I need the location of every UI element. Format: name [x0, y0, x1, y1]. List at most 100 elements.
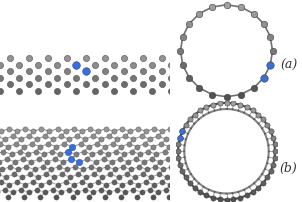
Point [144, 130, 149, 133]
Point [137, 165, 142, 168]
Point [3, 176, 8, 179]
Point [155, 191, 160, 194]
Point [10, 135, 15, 138]
Point [198, 190, 203, 194]
Point [62, 143, 67, 146]
Point [17, 77, 21, 80]
Point [197, 13, 202, 16]
Point [224, 4, 229, 7]
Point [15, 180, 20, 184]
Point [43, 191, 47, 194]
Point [100, 176, 105, 179]
Point [0, 89, 2, 93]
Point [90, 153, 95, 156]
Point [47, 130, 52, 133]
Point [72, 165, 77, 168]
Point [31, 180, 36, 184]
Point [55, 127, 60, 131]
Point [82, 150, 86, 153]
Point [86, 145, 91, 148]
Point [112, 89, 117, 93]
Point [169, 165, 174, 168]
Point [71, 183, 76, 186]
Point [93, 160, 98, 164]
Point [140, 173, 145, 176]
Point [112, 64, 117, 67]
Point [244, 106, 249, 109]
Point [56, 165, 61, 168]
Point [7, 127, 11, 131]
Point [111, 180, 116, 184]
Point [115, 138, 120, 141]
Point [32, 168, 37, 171]
Point [204, 194, 209, 197]
Point [95, 180, 100, 184]
Point [9, 153, 14, 156]
Point [99, 188, 104, 191]
Point [76, 173, 81, 176]
Point [131, 64, 136, 67]
Point [178, 50, 183, 53]
Point [36, 89, 40, 93]
Point [15, 130, 20, 133]
Point [115, 188, 120, 191]
Point [144, 180, 149, 184]
Point [83, 138, 88, 141]
Point [0, 160, 1, 164]
Point [148, 176, 153, 179]
Point [102, 196, 107, 199]
Point [22, 196, 27, 199]
Point [74, 64, 79, 67]
Point [160, 130, 165, 133]
Point [87, 127, 92, 131]
Point [97, 168, 101, 171]
Point [108, 173, 113, 176]
Point [7, 183, 11, 186]
Point [251, 13, 256, 16]
Point [36, 176, 40, 179]
Point [162, 150, 167, 153]
Point [131, 138, 136, 141]
Point [41, 153, 46, 156]
Point [168, 127, 173, 131]
Point [18, 138, 23, 141]
Point [0, 64, 2, 67]
Point [163, 188, 168, 191]
Point [77, 160, 82, 164]
Point [74, 89, 79, 93]
Point [6, 145, 11, 148]
Point [130, 150, 135, 153]
Point [43, 173, 48, 176]
Point [59, 135, 63, 138]
Point [78, 143, 83, 146]
Point [238, 94, 243, 97]
Point [0, 168, 5, 171]
Point [95, 130, 100, 133]
Point [2, 138, 7, 141]
Point [50, 188, 55, 191]
Point [86, 196, 91, 199]
Point [183, 176, 188, 179]
Point [106, 153, 111, 156]
Point [83, 70, 88, 73]
Point [21, 158, 25, 161]
Point [261, 118, 265, 122]
Point [59, 191, 63, 194]
Point [117, 158, 122, 161]
Point [55, 89, 59, 93]
Point [161, 168, 166, 171]
Point [91, 191, 96, 194]
Point [70, 196, 75, 199]
Point [272, 143, 277, 146]
Point [67, 188, 72, 191]
Point [55, 64, 59, 67]
Point [94, 143, 99, 146]
Point [61, 160, 66, 164]
Point [187, 77, 192, 80]
Point [87, 183, 92, 186]
Point [93, 77, 98, 80]
Point [138, 153, 143, 156]
Point [231, 198, 236, 201]
Point [261, 181, 265, 185]
Point [104, 165, 109, 168]
